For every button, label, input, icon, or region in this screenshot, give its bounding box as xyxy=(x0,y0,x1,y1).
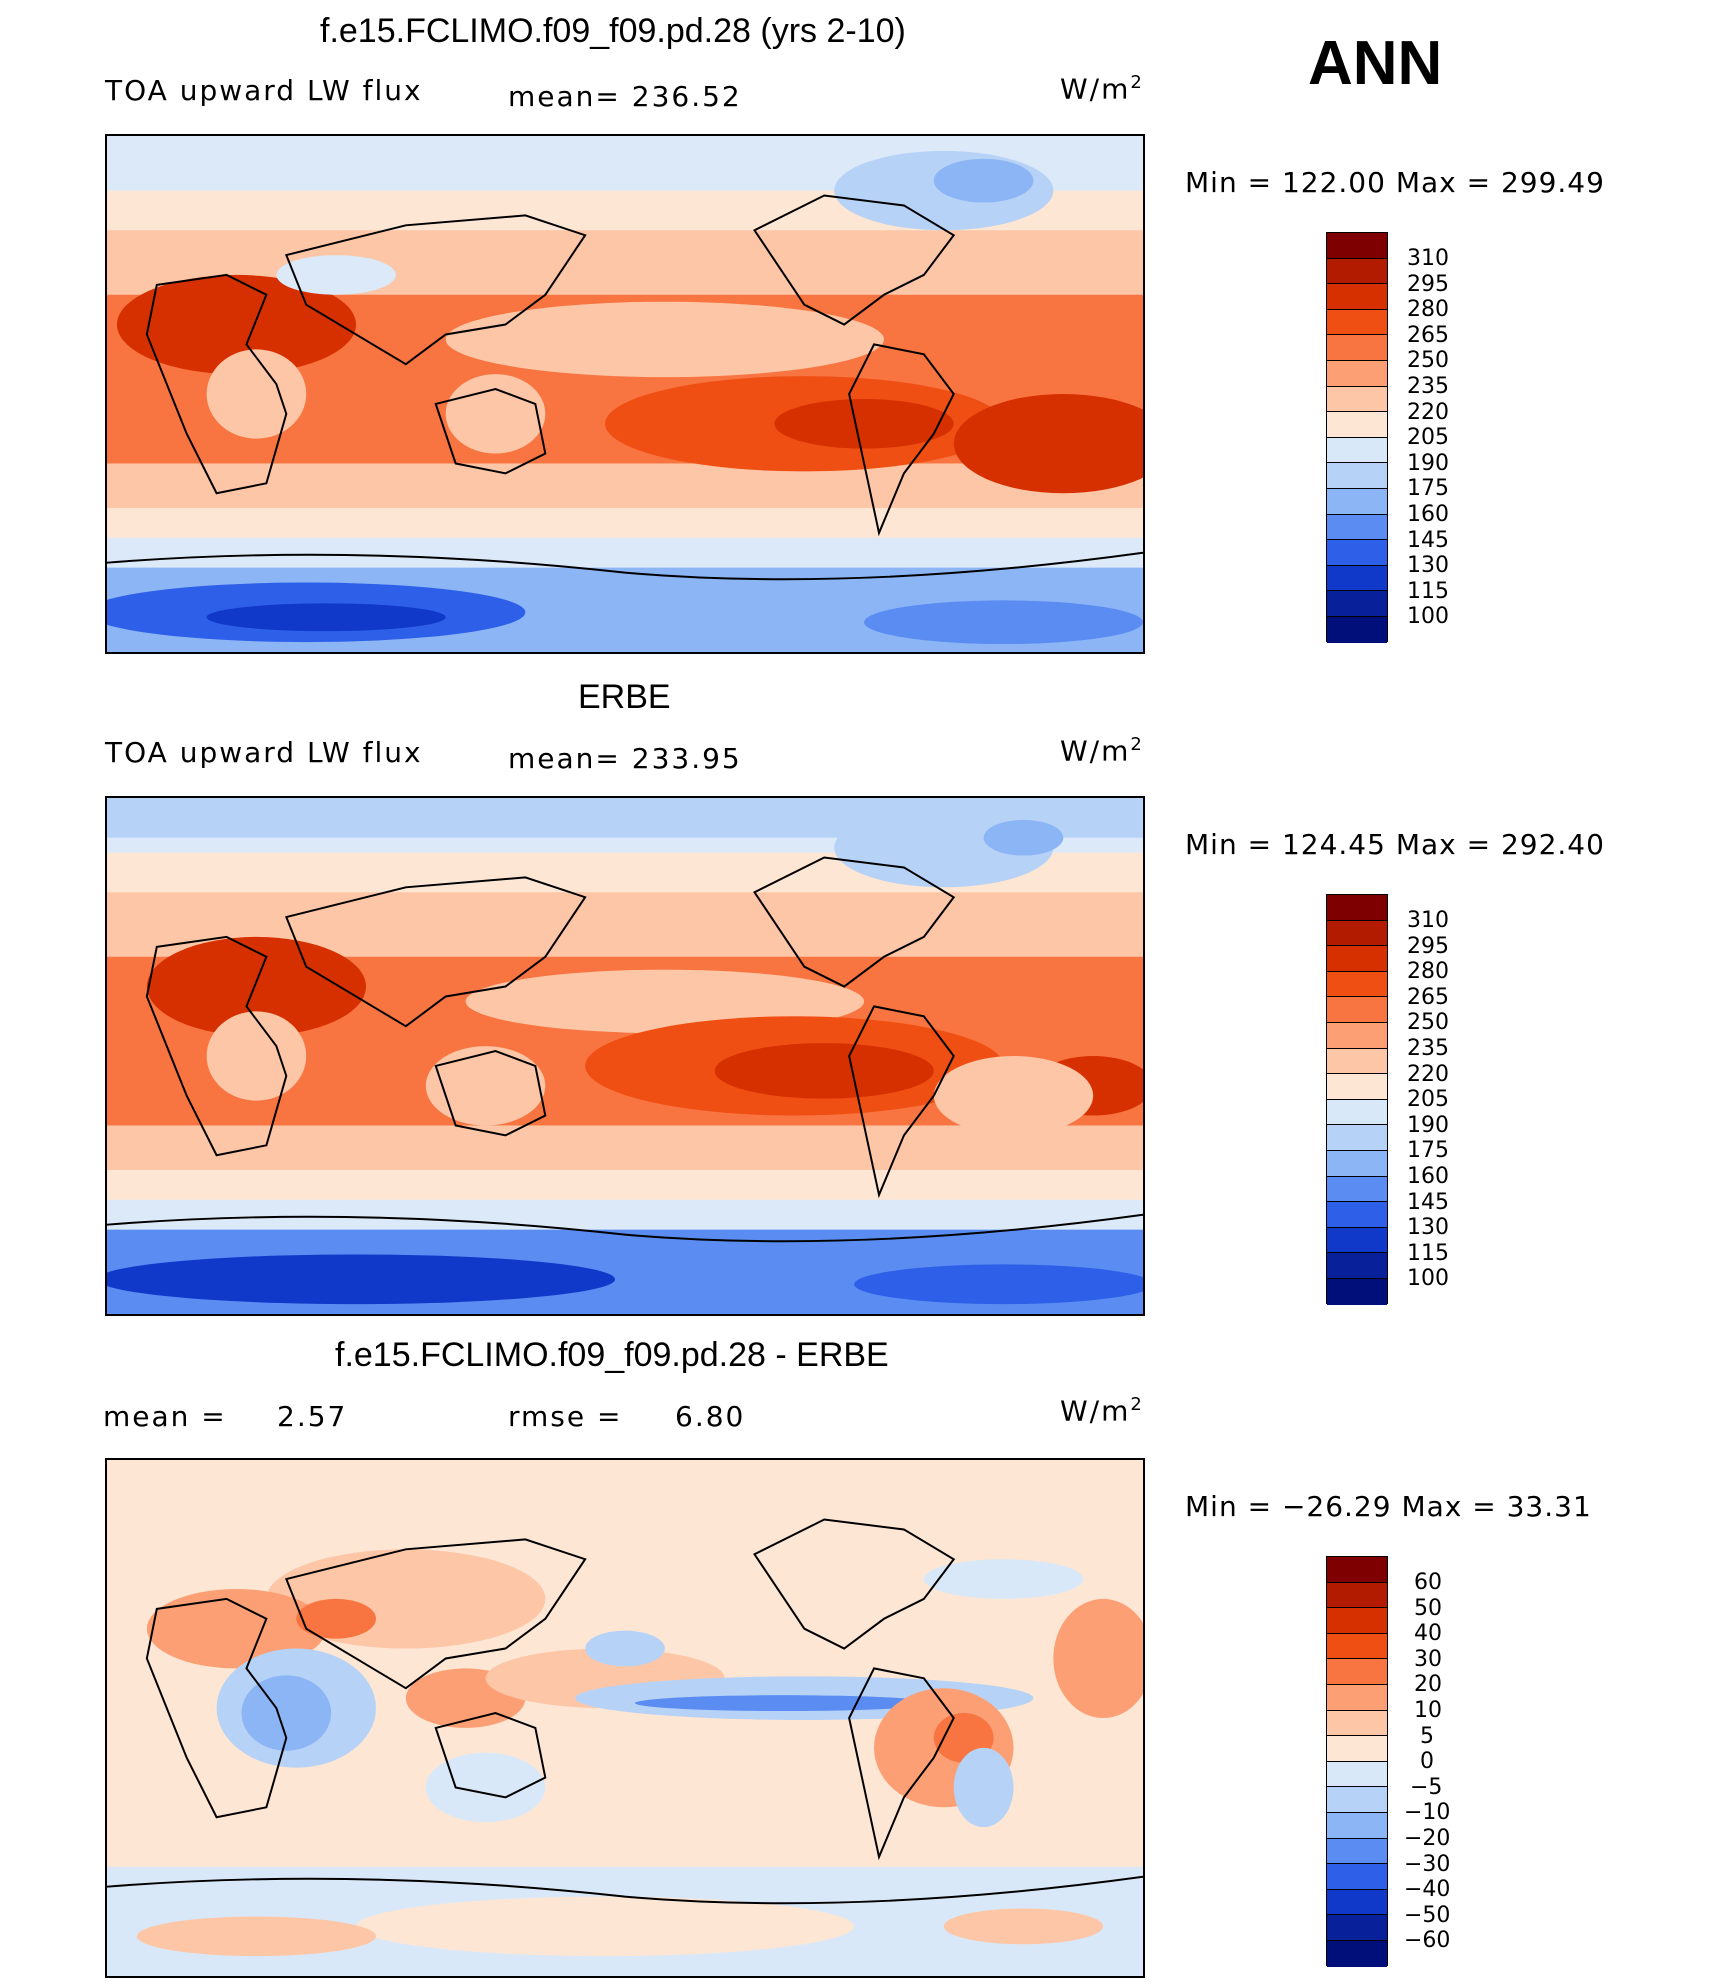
panel1-mean-label: mean= 236.52 xyxy=(508,80,742,113)
panel3-tick: −10 xyxy=(1404,1800,1451,1825)
panel2-tick: 310 xyxy=(1407,908,1449,933)
panel2-tick: 190 xyxy=(1407,1113,1449,1138)
panel3-tick: −50 xyxy=(1404,1903,1451,1928)
panel2-tick: 115 xyxy=(1407,1241,1449,1266)
panel1-title: f.e15.FCLIMO.f09_f09.pd.28 (yrs 2-10) xyxy=(320,12,906,50)
panel3-tick: 50 xyxy=(1414,1596,1442,1621)
panel1-tick: 235 xyxy=(1407,374,1449,399)
panel3-tick: 10 xyxy=(1414,1698,1442,1723)
panel3-tick: −20 xyxy=(1404,1826,1451,1851)
panel1-units: W/m2 xyxy=(1060,72,1144,106)
panel2-variable-label: TOA upward LW flux xyxy=(105,736,423,769)
panel2-tick: 175 xyxy=(1407,1138,1449,1163)
panel3-map xyxy=(105,1458,1145,1978)
panel2-tick: 235 xyxy=(1407,1036,1449,1061)
panel1-colorbar xyxy=(1326,232,1388,643)
panel3-rmse-value: 6.80 xyxy=(675,1400,746,1433)
panel2-tick: 250 xyxy=(1407,1010,1449,1035)
panel1-tick: 175 xyxy=(1407,476,1449,501)
panel1-tick: 145 xyxy=(1407,528,1449,553)
panel1-tick: 205 xyxy=(1407,425,1449,450)
panel1-tick: 220 xyxy=(1407,400,1449,425)
panel3-rmse-text: rmse = xyxy=(508,1400,623,1433)
season-label: ANN xyxy=(1308,29,1443,98)
panel2-map xyxy=(105,796,1145,1316)
panel3-tick: 0 xyxy=(1420,1749,1434,1774)
panel3-colorbar xyxy=(1326,1556,1388,1967)
panel2-colorbar xyxy=(1326,894,1388,1305)
panel3-units: W/m2 xyxy=(1060,1394,1144,1428)
panel3-tick: 60 xyxy=(1414,1570,1442,1595)
panel2-tick: 220 xyxy=(1407,1062,1449,1087)
panel1-tick: 130 xyxy=(1407,553,1449,578)
panel3-tick: −60 xyxy=(1404,1928,1451,1953)
panel3-tick: −30 xyxy=(1404,1852,1451,1877)
panel2-mean-label: mean= 233.95 xyxy=(508,742,742,775)
panel2-tick: 130 xyxy=(1407,1215,1449,1240)
panel3-minmax: Min = −26.29 Max = 33.31 xyxy=(1185,1490,1592,1523)
panel2-units: W/m2 xyxy=(1060,734,1144,768)
panel3-tick: −5 xyxy=(1410,1775,1443,1800)
panel2-tick: 205 xyxy=(1407,1087,1449,1112)
panel1-tick: 190 xyxy=(1407,451,1449,476)
panel3-tick: 5 xyxy=(1420,1724,1434,1749)
panel3-tick: 20 xyxy=(1414,1672,1442,1697)
panel2-minmax: Min = 124.45 Max = 292.40 xyxy=(1185,828,1605,861)
panel3-title: f.e15.FCLIMO.f09_f09.pd.28 - ERBE xyxy=(335,1336,889,1374)
panel1-variable-label: TOA upward LW flux xyxy=(105,74,423,107)
panel2-tick: 160 xyxy=(1407,1164,1449,1189)
panel1-tick: 115 xyxy=(1407,579,1449,604)
panel2-tick: 100 xyxy=(1407,1266,1449,1291)
panel1-tick: 160 xyxy=(1407,502,1449,527)
panel3-mean-value: 2.57 xyxy=(277,1400,348,1433)
panel1-tick: 250 xyxy=(1407,348,1449,373)
panel2-tick: 265 xyxy=(1407,985,1449,1010)
panel3-tick: 30 xyxy=(1414,1647,1442,1672)
panel3-mean-text: mean = xyxy=(103,1400,227,1433)
panel2-tick: 280 xyxy=(1407,959,1449,984)
panel1-map xyxy=(105,134,1145,654)
panel3-tick: 40 xyxy=(1414,1621,1442,1646)
panel1-tick: 295 xyxy=(1407,272,1449,297)
panel1-tick: 100 xyxy=(1407,604,1449,629)
panel2-tick: 295 xyxy=(1407,934,1449,959)
panel1-tick: 280 xyxy=(1407,297,1449,322)
panel3-tick: −40 xyxy=(1404,1877,1451,1902)
panel2-tick: 145 xyxy=(1407,1190,1449,1215)
panel1-tick: 265 xyxy=(1407,323,1449,348)
panel2-title: ERBE xyxy=(578,678,671,716)
panel1-minmax: Min = 122.00 Max = 299.49 xyxy=(1185,166,1605,199)
panel1-tick: 310 xyxy=(1407,246,1449,271)
